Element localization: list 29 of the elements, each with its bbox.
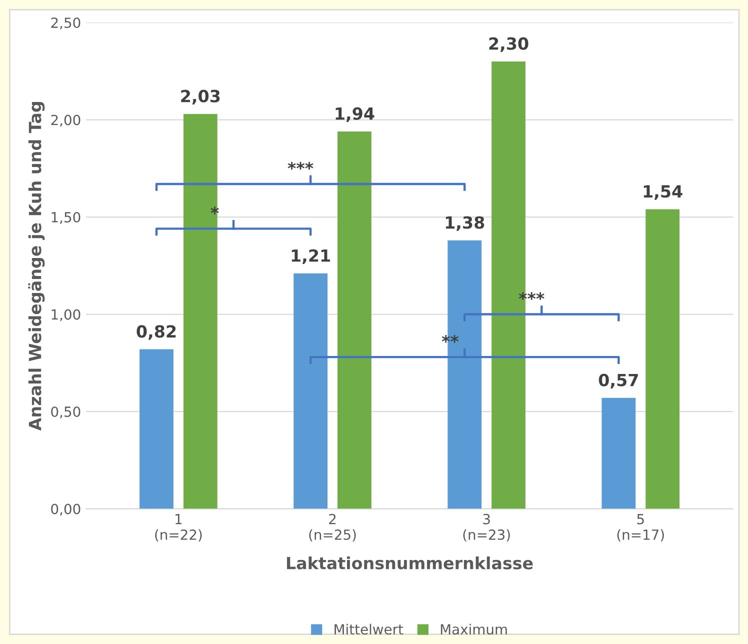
data-label: 1,21 [292, 249, 330, 264]
annotation: *** [288, 162, 314, 170]
y-tick-label: 0,50 [51, 406, 80, 418]
bar [294, 273, 328, 509]
y-tick-label: 2,00 [51, 114, 80, 127]
bar [183, 114, 218, 509]
x-tick-label: 5 (n=17) [617, 514, 664, 542]
bar [338, 131, 372, 509]
y-tick-label: 2,50 [51, 18, 80, 30]
bar [646, 209, 680, 509]
y-axis-title: Anzahl Weidegänge je Kuh und Tag [28, 102, 45, 431]
data-label: 1,54 [644, 185, 682, 200]
x-axis-title: Laktationsnummernklasse [287, 556, 533, 570]
y-tick-label: 0,00 [51, 504, 80, 516]
data-label: 0,57 [598, 374, 638, 388]
legend-label: Maximum [440, 624, 507, 635]
legend-label: Mittelwert [334, 624, 404, 635]
x-tick-label: 1 (n=22) [155, 514, 202, 542]
bar [602, 398, 636, 509]
data-label: 1,38 [446, 216, 484, 231]
y-tick-label: 1,00 [52, 309, 80, 322]
data-label: 0,82 [136, 325, 176, 340]
data-label: 2,03 [181, 90, 220, 105]
y-tick-label: 1,50 [52, 212, 80, 224]
bar [140, 349, 174, 509]
data-label: 1,94 [336, 107, 374, 122]
x-tick-label: 3 (n=23) [463, 514, 510, 542]
data-label: 2,30 [489, 37, 528, 52]
x-tick-label: 2 (n=25) [309, 514, 356, 542]
